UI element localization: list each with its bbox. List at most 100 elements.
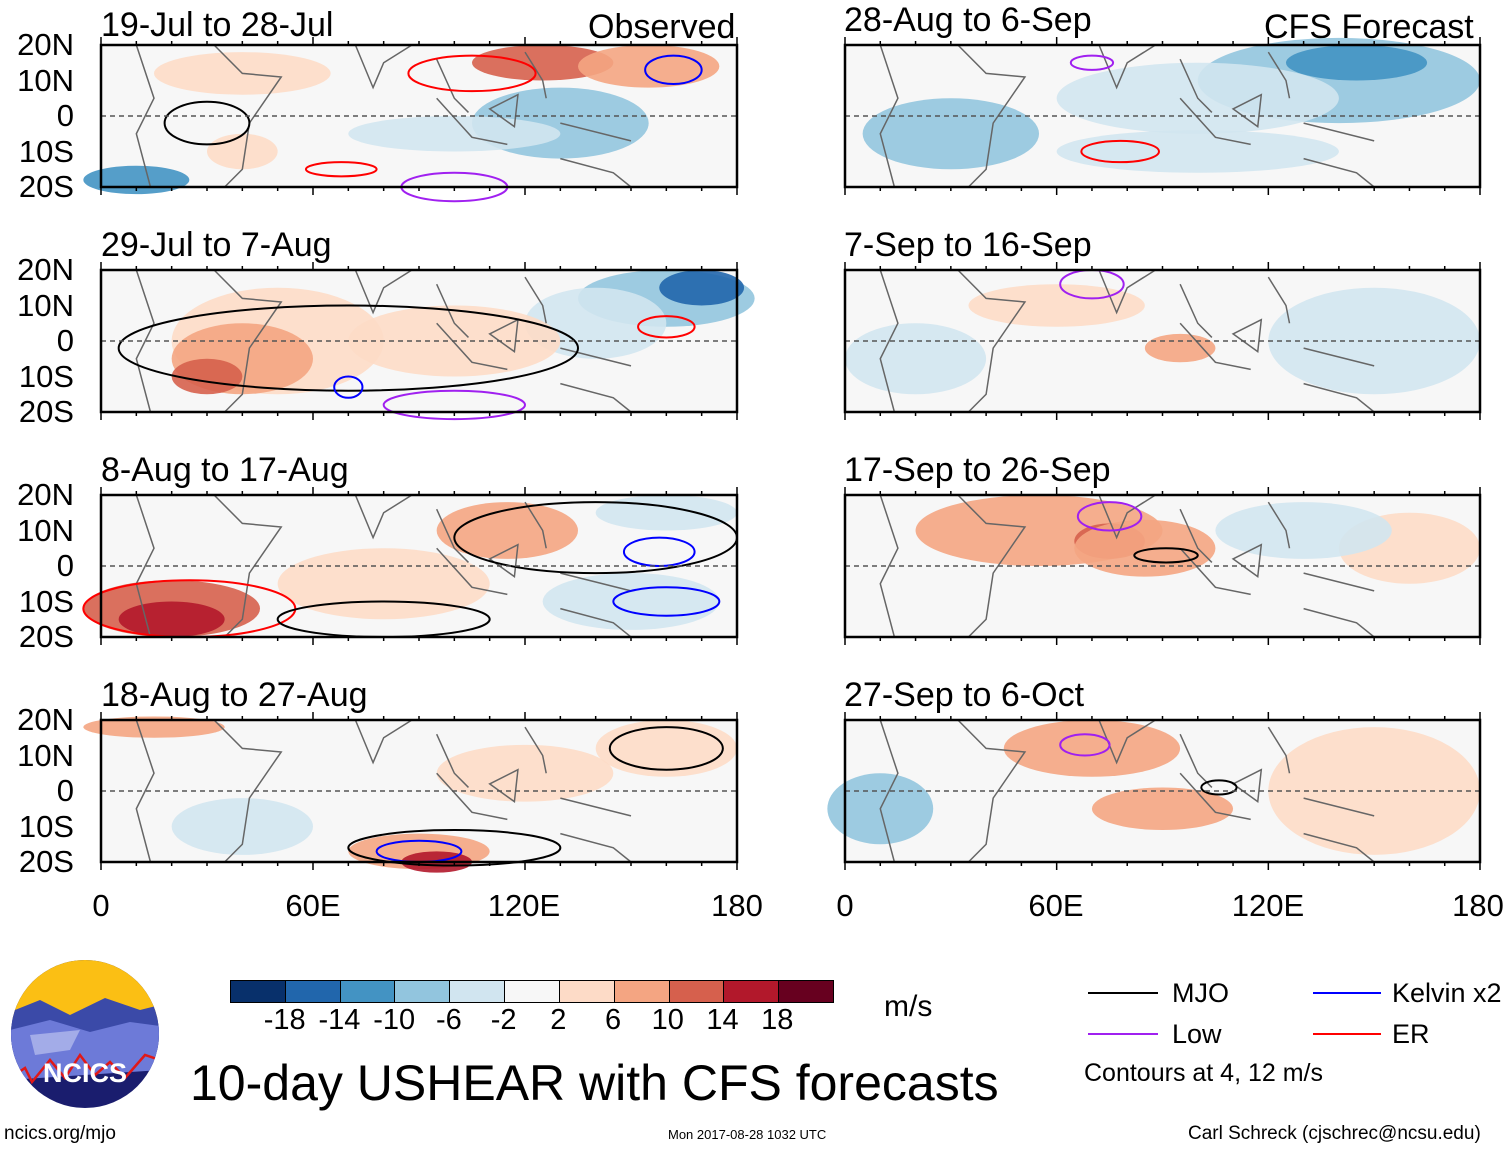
colorbar-swatch [778,981,833,1002]
figure-title: 10-day USHEAR with CFS forecasts [190,1055,999,1111]
colorbar-swatch [613,981,669,1002]
legend-line-kelvin [1313,992,1381,994]
contour-line [1059,733,1111,757]
shear-anomaly-region [862,98,1040,170]
colorbar-swatch [668,981,724,1002]
lon-tick-label: 0 [92,888,110,923]
coastlines [135,494,632,638]
lat-tick-label: 20S [18,619,74,654]
shear-anomaly-region [118,601,225,637]
lat-tick-label: 0 [56,98,74,133]
shear-anomaly-region [595,495,737,531]
shear-anomaly-region [1268,727,1480,855]
shear-anomaly-region [845,323,987,395]
colorbar-tick-label: -10 [373,1004,416,1036]
map-panel-observed-1 [83,37,739,203]
legend-label-low: Low [1172,1019,1222,1049]
colorbar-tick-label: -6 [436,1004,462,1036]
footer-site: ncics.org/mjo [4,1123,116,1144]
map-panel-forecast-1 [843,37,1482,195]
shear-anomaly-region [1003,720,1181,777]
map-panel-forecast-2 [843,262,1482,420]
coastlines [879,719,1375,863]
colorbar-tick-label: -18 [263,1004,306,1036]
lat-tick-label: 10S [18,358,74,394]
coastlines [135,719,632,863]
lon-tick-label: 180 [1452,888,1504,923]
shear-anomaly-region [1285,45,1428,81]
coastlines [879,494,1375,638]
lat-tick-label: 20N [17,252,74,287]
lat-tick-label: 20N [17,702,74,737]
contour-line [1133,547,1199,564]
colorbar-tick-label: 10 [651,1004,684,1036]
lat-tick-label: 0 [56,773,74,808]
ncics-logo: NCICS [11,960,159,1108]
colorbar-swatch [284,981,340,1002]
lat-tick-label: 10N [17,512,74,548]
colorbar [230,980,834,1003]
footer-timestamp: Mon 2017-08-28 1032 UTC [668,1127,827,1142]
shear-anomaly-region [83,716,225,738]
lat-tick-label: 20N [17,27,74,62]
lat-tick-label: 10S [18,808,74,844]
shear-anomaly-region [348,116,561,152]
lat-tick-label: 10N [17,287,74,323]
colorbar-swatch [449,981,505,1002]
contour-line [117,304,579,392]
colorbar-swatch [339,981,395,1002]
contour-line [608,726,724,771]
panel-title: 29-Jul to 7-Aug [101,226,332,264]
coastlines [879,269,1375,413]
contour-line [333,375,364,399]
forecast-label: CFS Forecast [1264,8,1474,46]
colorbar-swatch [723,981,779,1002]
contour-line [644,54,703,86]
shear-anomaly-region [542,573,720,630]
contour-line [304,161,378,178]
panel-title: 18-Aug to 27-Aug [101,676,368,714]
shear-anomaly-region [472,45,614,81]
panel-title: 27-Sep to 6-Oct [844,676,1085,714]
colorbar-swatch [231,981,285,1002]
shear-anomaly-region [436,502,578,559]
contour-line [1069,54,1115,71]
shear-anomaly-region [1215,502,1392,559]
contour-line [637,315,696,339]
coastlines [879,44,1375,188]
map-panel-observed-3 [82,487,739,645]
lat-tick-label: 20S [18,394,74,429]
colorbar-tick-label: 14 [706,1004,739,1036]
colorbar-swatch [504,981,559,1002]
lat-tick-label: 20S [18,844,74,879]
lon-tick-label: 60E [285,888,341,923]
shear-anomaly-region [968,284,1145,327]
colorbar-tick-label: 18 [761,1004,794,1036]
lat-tick-label: 10N [17,62,74,98]
legend-line-mjo [1088,992,1158,994]
lat-tick-label: 10N [17,737,74,773]
map-panel-forecast-3 [843,487,1482,645]
lon-tick-label: 0 [836,888,854,923]
legend-line-er [1313,1033,1381,1035]
coastlines [135,44,632,188]
legend-label-er: ER [1392,1019,1430,1049]
contour-line [1200,779,1238,796]
lon-tick-label: 120E [1231,888,1305,923]
contour-line [612,586,721,617]
colorbar-tick-label: -2 [490,1004,517,1036]
shear-anomaly-region [436,744,614,802]
shear-anomaly-region [171,358,243,395]
panel-title: 7-Sep to 16-Sep [844,226,1092,264]
panel-title: 28-Aug to 6-Sep [844,1,1092,39]
map-panel-forecast-4 [827,712,1482,870]
colorbar-tick-label: 2 [550,1004,567,1036]
legend-label-mjo: MJO [1172,978,1229,1008]
legend-label-kelvin: Kelvin x2 [1392,978,1502,1008]
contour-line [407,54,537,93]
panel-title: 19-Jul to 28-Jul [101,6,334,44]
shear-anomaly-region [1268,287,1480,395]
map-panel-observed-2 [99,262,755,421]
shear-anomaly-region [1091,787,1234,831]
